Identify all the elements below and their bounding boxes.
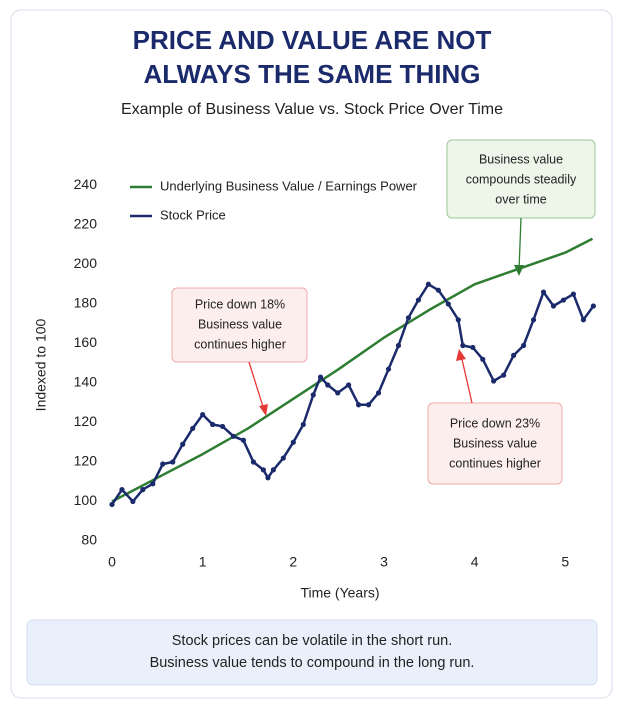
- y-tick-label: 100: [74, 492, 98, 508]
- annotation-text: continues higher: [194, 337, 286, 351]
- data-point: [130, 498, 136, 505]
- legend-label: Stock Price: [160, 207, 226, 222]
- data-point: [580, 317, 587, 323]
- note-text: Business value tends to compound in the …: [150, 655, 475, 671]
- x-tick-label: 3: [380, 554, 388, 570]
- y-tick-label: 140: [74, 374, 98, 390]
- annotation-box: [427, 402, 563, 485]
- data-point: [280, 455, 286, 461]
- data-point: [470, 344, 476, 351]
- annotation-arrow: [248, 361, 265, 411]
- data-point: [385, 366, 392, 372]
- data-point: [520, 342, 527, 349]
- data-point: [460, 342, 466, 349]
- arrow-head: [456, 349, 466, 361]
- data-point: [290, 439, 296, 445]
- data-point: [425, 281, 431, 287]
- note-text: Stock prices can be volatile in the shor…: [172, 633, 452, 649]
- note-box: [26, 619, 598, 686]
- data-point: [160, 461, 166, 467]
- annotation-text: Price down 18%: [195, 297, 285, 311]
- data-point: [570, 291, 577, 297]
- data-point: [180, 441, 186, 447]
- data-point: [480, 356, 486, 362]
- data-point: [325, 382, 331, 388]
- series-line: [111, 237, 594, 503]
- data-point: [530, 317, 537, 323]
- data-point: [590, 303, 596, 309]
- data-point: [405, 315, 412, 321]
- data-point: [190, 425, 196, 432]
- data-point: [355, 402, 362, 408]
- data-point: [310, 392, 316, 398]
- data-point: [140, 487, 146, 493]
- y-axis-label: Indexed to 100: [33, 318, 49, 411]
- data-point: [365, 402, 372, 408]
- data-point: [510, 352, 517, 358]
- annotation-text: Business value: [453, 436, 537, 450]
- x-tick-label: 4: [471, 554, 479, 570]
- x-tick-label: 1: [199, 554, 207, 570]
- data-point: [375, 390, 382, 396]
- y-tick-label: 220: [74, 216, 98, 232]
- data-point: [455, 317, 461, 323]
- data-point: [210, 421, 216, 428]
- x-tick-label: 0: [108, 554, 116, 570]
- data-point: [300, 421, 306, 428]
- data-point: [170, 459, 176, 465]
- data-point: [415, 297, 422, 303]
- y-tick-label: 200: [74, 255, 98, 271]
- chart-title: PRICE AND VALUE ARE NOT: [133, 25, 492, 55]
- data-point: [219, 423, 226, 430]
- data-point: [250, 459, 257, 465]
- plot: 80 100 120 120 140 160 180 200 220 240 0 1 2 3 4 5 Under…: [74, 176, 596, 570]
- annotation-box: [171, 287, 308, 363]
- annotation-text: Business value: [198, 317, 282, 331]
- x-axis-label: Time (Years): [300, 585, 379, 601]
- annotation-text: continues higher: [449, 456, 541, 470]
- data-point: [491, 378, 497, 384]
- annotation-arrow: [518, 217, 522, 271]
- y-tick-label: 240: [74, 176, 98, 192]
- arrow-head: [514, 265, 524, 276]
- annotation-text: Business value: [479, 152, 563, 166]
- data-point: [265, 475, 271, 481]
- data-point: [317, 374, 324, 380]
- data-point: [445, 301, 451, 307]
- data-point: [270, 467, 276, 473]
- data-point: [230, 433, 237, 439]
- y-tick-label: 180: [74, 295, 98, 311]
- data-point: [119, 487, 125, 493]
- data-point: [109, 501, 115, 508]
- data-point: [560, 297, 567, 303]
- data-point: [550, 303, 557, 309]
- chart-title: ALWAYS THE SAME THING: [143, 59, 480, 89]
- data-point: [200, 412, 206, 418]
- arrow-head: [259, 404, 268, 416]
- y-tick-label: 160: [74, 334, 98, 350]
- data-point: [240, 437, 247, 443]
- y-tick-label: 120: [74, 453, 98, 469]
- y-tick-label: 120: [74, 413, 98, 429]
- data-point: [435, 287, 441, 293]
- annotation-text: over time: [495, 192, 546, 206]
- x-tick-label: 5: [561, 554, 569, 570]
- legend-label: Underlying Business Value / Earnings Pow…: [160, 178, 418, 193]
- data-point: [501, 372, 507, 378]
- annotation-text: Price down 23%: [450, 416, 540, 430]
- data-point: [540, 289, 547, 295]
- data-point: [150, 481, 156, 487]
- data-point: [335, 390, 341, 396]
- y-tick-label: 80: [81, 532, 97, 548]
- annotation-arrow: [460, 354, 473, 404]
- data-point: [346, 382, 352, 388]
- data-point: [260, 467, 266, 473]
- x-tick-label: 2: [289, 554, 297, 570]
- data-point: [395, 342, 402, 349]
- annotation-text: compounds steadily: [466, 172, 577, 186]
- chart-subtitle: Example of Business Value vs. Stock Pric…: [121, 101, 503, 118]
